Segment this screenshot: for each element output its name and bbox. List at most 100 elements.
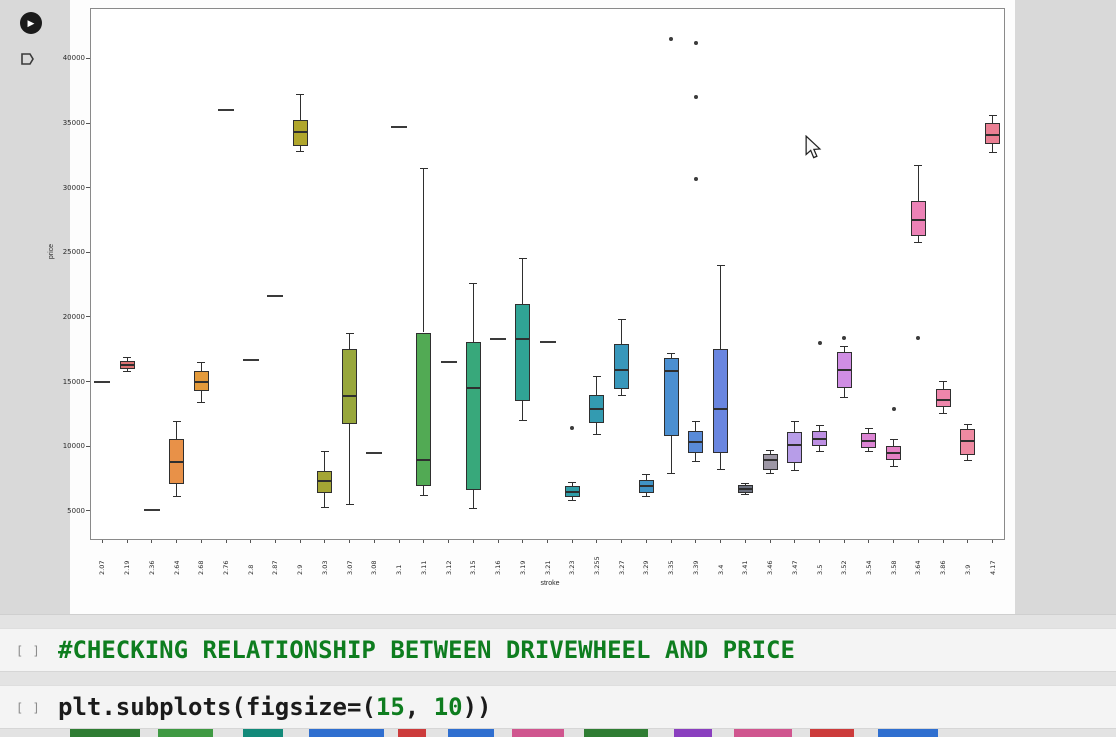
x-tick-mark <box>992 540 994 543</box>
x-tick-label-2.07: 2.07 <box>98 560 107 575</box>
x-tick-label-3.86: 3.86 <box>939 560 948 575</box>
box-3.64-cap-upper <box>914 165 923 167</box>
box-3.11-cap-lower <box>419 494 428 496</box>
x-tick-label-3.21: 3.21 <box>543 560 552 575</box>
box-3.29-whisker-lower <box>645 492 647 497</box>
box-3.35-flier-0 <box>669 37 674 42</box>
preview-segment-10 <box>810 729 854 737</box>
box-3.52-whisker-lower <box>843 388 845 398</box>
box-2.19-whisker-lower <box>126 368 128 372</box>
box-3.9-cap-lower <box>963 459 972 461</box>
cell-code[interactable]: plt.subplots(figsize=(15, 10)) <box>58 693 492 721</box>
preview-segment-2 <box>243 729 283 737</box>
x-tick-mark <box>225 540 227 543</box>
x-tick-label-2.64: 2.64 <box>172 560 181 575</box>
box-3.23-median <box>564 490 580 493</box>
y-tick-mark <box>86 316 90 318</box>
box-2.68-whisker-lower <box>200 390 202 403</box>
x-tick-mark <box>843 540 845 543</box>
box-2.68-median <box>193 380 209 383</box>
x-tick-label-3.27: 3.27 <box>617 560 626 575</box>
box-3.5-cap-lower <box>815 450 824 452</box>
box-3.39-flier-1 <box>693 95 698 100</box>
x-tick-label-2.9: 2.9 <box>296 564 305 575</box>
box-2.68-whisker-upper <box>200 362 202 372</box>
x-tick-label-3.07: 3.07 <box>345 560 354 575</box>
box-4.17-whisker-lower <box>992 143 994 153</box>
output-options-icon[interactable] <box>20 52 36 66</box>
box-3.19-median <box>515 337 531 340</box>
box-3.19-whisker-lower <box>522 401 524 421</box>
box-3.35 <box>663 358 679 436</box>
box-3.58-whisker-lower <box>893 460 895 467</box>
x-tick-label-3.16: 3.16 <box>494 560 503 575</box>
box-3.03-cap-lower <box>320 506 329 508</box>
y-tick-label: 40000 <box>62 54 85 63</box>
box-2.9-whisker-lower <box>299 146 301 152</box>
box-2.64-whisker-lower <box>176 483 178 497</box>
x-tick-mark <box>101 540 103 543</box>
box-3.39-whisker-upper <box>695 421 697 431</box>
run-cell-button[interactable]: ▶ <box>20 12 42 34</box>
x-tick-label-3.5: 3.5 <box>815 564 824 575</box>
box-3.4-whisker-lower <box>720 452 722 470</box>
box-3.19-cap-lower <box>518 419 527 421</box>
x-tick-label-3.4: 3.4 <box>716 564 725 575</box>
box-3.39-flier-0 <box>693 176 698 181</box>
code-cell-0[interactable]: [ ] #CHECKING RELATIONSHIP BETWEEN DRIVEW… <box>0 628 1116 672</box>
box-3.39-flier-2 <box>693 40 698 45</box>
box-3.27-median <box>614 368 630 371</box>
box-2.19-whisker-upper <box>126 357 128 361</box>
code-token: 15 <box>375 693 405 721</box>
box-3.64-whisker-upper <box>917 165 919 201</box>
x-tick-label-2.87: 2.87 <box>271 560 280 575</box>
x-tick-mark <box>324 540 326 543</box>
x-tick-mark <box>200 540 202 543</box>
box-3.54-cap-lower <box>864 450 873 452</box>
box-3.58-whisker-upper <box>893 439 895 447</box>
box-3.27 <box>614 344 630 390</box>
x-tick-mark <box>720 540 722 543</box>
box-3.46-cap-lower <box>766 472 775 474</box>
x-tick-mark <box>299 540 301 543</box>
box-3.23-whisker-upper <box>571 482 573 487</box>
box-3.54-whisker-lower <box>868 447 870 452</box>
box-3.255-whisker-upper <box>596 376 598 395</box>
y-tick-mark <box>86 251 90 253</box>
box-3.9-median <box>960 440 976 443</box>
chart-layer: price stroke 5000 10000 15000 20000 25000 300… <box>48 8 1005 587</box>
box-3.5-flier-0 <box>817 340 822 345</box>
box-3.23-cap-lower <box>568 500 577 502</box>
y-tick-label: 35000 <box>62 119 85 128</box>
box-4.17-cap-lower <box>988 152 997 154</box>
box-2.9-whisker-upper <box>299 94 301 121</box>
box-3.86-whisker-lower <box>942 407 944 414</box>
code-cell-1[interactable]: [ ] plt.subplots(figsize=(15, 10)) <box>0 685 1116 729</box>
box-3.52-cap-upper <box>840 346 849 348</box>
box-3.47-whisker-lower <box>794 463 796 471</box>
box-3.9-cap-upper <box>963 423 972 425</box>
play-icon: ▶ <box>27 17 35 28</box>
x-tick-label-3.11: 3.11 <box>419 560 428 575</box>
x-tick-mark <box>497 540 499 543</box>
y-tick-mark <box>86 445 90 447</box>
preview-segment-7 <box>584 729 648 737</box>
box-3.15-cap-upper <box>469 282 478 284</box>
box-3.11-whisker-upper <box>423 168 425 333</box>
x-tick-mark <box>423 540 425 543</box>
code-token: )) <box>462 693 492 721</box>
cell-code[interactable]: #CHECKING RELATIONSHIP BETWEEN DRIVEWHEE… <box>58 636 795 664</box>
box-3.41-whisker-upper <box>744 483 746 486</box>
x-tick-mark <box>744 540 746 543</box>
box-3.29-whisker-upper <box>645 474 647 480</box>
x-tick-label-2.8: 2.8 <box>246 564 255 575</box>
box-4.17-cap-upper <box>988 114 997 116</box>
box-3.86-cap-lower <box>939 413 948 415</box>
box-3.64-cap-lower <box>914 241 923 243</box>
box-3.15-median <box>465 387 481 390</box>
x-tick-label-3.9: 3.9 <box>963 564 972 575</box>
box-3.19 <box>515 304 531 401</box>
box-3.64 <box>910 200 926 236</box>
box-3.11-cap-upper <box>419 167 428 169</box>
box-3.255-cap-lower <box>592 434 601 436</box>
